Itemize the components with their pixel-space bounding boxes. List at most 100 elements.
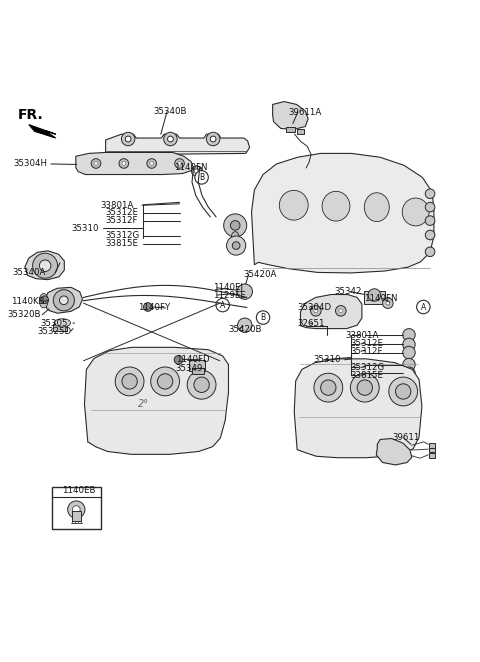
Bar	[53, 324, 67, 332]
Text: 1129EE: 1129EE	[213, 291, 245, 299]
Text: 39611A: 39611A	[288, 108, 321, 117]
Circle shape	[53, 290, 74, 311]
Text: FR.: FR.	[18, 108, 44, 122]
Text: 32651: 32651	[298, 319, 325, 328]
Text: 35312F: 35312F	[106, 216, 138, 225]
Text: A: A	[421, 303, 426, 312]
Circle shape	[125, 136, 131, 142]
Circle shape	[178, 162, 181, 166]
Circle shape	[216, 299, 229, 312]
Circle shape	[194, 377, 209, 393]
Text: 35305: 35305	[41, 319, 68, 328]
Text: 35310: 35310	[71, 224, 98, 233]
Ellipse shape	[54, 319, 71, 327]
Polygon shape	[76, 152, 193, 175]
Circle shape	[195, 171, 208, 184]
Circle shape	[383, 298, 393, 308]
Circle shape	[389, 377, 418, 406]
Text: 1140FN: 1140FN	[364, 294, 397, 303]
Circle shape	[403, 346, 415, 359]
Circle shape	[425, 189, 435, 199]
Circle shape	[194, 169, 199, 173]
Circle shape	[157, 374, 173, 389]
Polygon shape	[106, 134, 250, 155]
Text: 35420A: 35420A	[244, 270, 277, 279]
Ellipse shape	[39, 293, 48, 308]
Circle shape	[94, 162, 98, 166]
Circle shape	[425, 216, 435, 225]
Circle shape	[164, 132, 177, 146]
Polygon shape	[300, 295, 362, 328]
Bar	[429, 443, 435, 448]
Circle shape	[403, 328, 415, 341]
Circle shape	[396, 384, 411, 399]
Circle shape	[237, 284, 252, 299]
Circle shape	[403, 358, 415, 371]
Circle shape	[210, 136, 216, 142]
Circle shape	[321, 380, 336, 395]
Text: 35325D: 35325D	[37, 326, 71, 336]
Circle shape	[425, 247, 435, 257]
Text: 33801A: 33801A	[101, 201, 134, 210]
Circle shape	[68, 501, 85, 518]
Circle shape	[227, 236, 246, 255]
Circle shape	[119, 159, 129, 168]
Text: 1140KB: 1140KB	[11, 297, 44, 306]
Circle shape	[230, 220, 240, 230]
Circle shape	[425, 203, 435, 212]
Text: 1140FY: 1140FY	[138, 303, 170, 312]
Circle shape	[238, 318, 252, 332]
Bar	[429, 448, 435, 452]
Circle shape	[121, 132, 135, 146]
Polygon shape	[252, 154, 434, 273]
Text: 35420B: 35420B	[228, 324, 262, 334]
Circle shape	[425, 230, 435, 240]
Circle shape	[187, 370, 216, 399]
Text: 1140EB: 1140EB	[62, 486, 96, 495]
Text: 35312G: 35312G	[350, 363, 384, 372]
Circle shape	[122, 162, 126, 166]
Circle shape	[150, 162, 154, 166]
Polygon shape	[44, 287, 83, 313]
Circle shape	[175, 159, 184, 168]
Text: 35312E: 35312E	[350, 340, 384, 348]
Polygon shape	[376, 438, 412, 465]
Circle shape	[403, 367, 415, 379]
Text: 35312G: 35312G	[106, 232, 140, 240]
Polygon shape	[273, 101, 308, 129]
Ellipse shape	[322, 191, 350, 221]
Ellipse shape	[402, 198, 429, 226]
Circle shape	[336, 306, 346, 316]
Text: 35340B: 35340B	[154, 107, 187, 116]
Circle shape	[232, 242, 240, 250]
Circle shape	[122, 374, 137, 389]
Bar	[189, 360, 205, 371]
Ellipse shape	[231, 232, 239, 242]
Text: B: B	[199, 173, 204, 182]
Text: 35304H: 35304H	[13, 160, 48, 168]
Circle shape	[386, 301, 390, 305]
Circle shape	[60, 296, 68, 305]
Ellipse shape	[279, 191, 308, 220]
Circle shape	[368, 289, 381, 301]
Text: A: A	[220, 301, 225, 310]
Circle shape	[72, 506, 80, 514]
Text: 33815E: 33815E	[350, 371, 384, 380]
Bar	[429, 453, 435, 458]
Polygon shape	[29, 124, 56, 138]
Circle shape	[314, 309, 318, 312]
Circle shape	[33, 254, 58, 278]
Text: 1140EJ: 1140EJ	[213, 283, 243, 293]
Circle shape	[115, 367, 144, 396]
Text: 39611: 39611	[393, 433, 420, 442]
Circle shape	[39, 260, 51, 271]
Bar	[52, 487, 101, 529]
Text: 35312E: 35312E	[106, 209, 139, 217]
Text: 1140FN: 1140FN	[174, 164, 207, 172]
Text: 35342: 35342	[334, 287, 361, 296]
Circle shape	[357, 380, 372, 395]
Circle shape	[91, 159, 101, 168]
Text: 35304D: 35304D	[298, 303, 332, 312]
Text: 1140FD: 1140FD	[176, 355, 209, 364]
Circle shape	[144, 303, 152, 311]
